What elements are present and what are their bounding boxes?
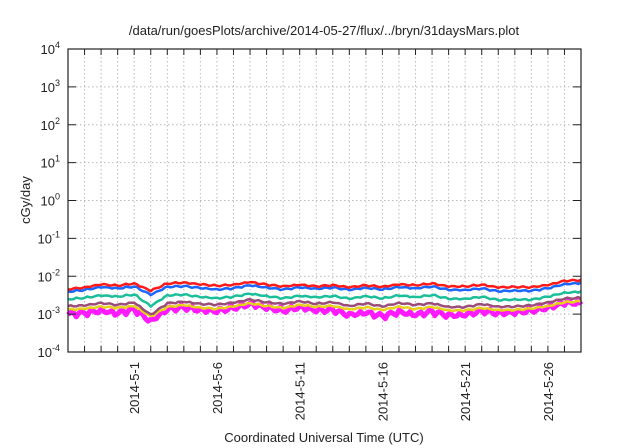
x-tick-label: 2014-5-21 xyxy=(458,362,473,421)
series-line-red xyxy=(67,278,582,293)
y-axis-label: cGy/day xyxy=(18,176,33,224)
y-tick-label: 10-1 xyxy=(38,229,60,246)
y-tick-label: 102 xyxy=(41,116,60,133)
series-line-teal xyxy=(67,290,582,308)
y-tick-label: 10-4 xyxy=(38,343,60,360)
x-tick-label: 2014-5-1 xyxy=(127,362,142,414)
y-tick-label: 10-2 xyxy=(38,267,60,284)
series-line-magenta xyxy=(66,297,584,324)
series-line-blue xyxy=(67,281,582,297)
x-tick-label: 2014-5-16 xyxy=(375,362,390,421)
y-tick-label: 10-3 xyxy=(38,305,60,322)
y-axis-ticks: 10-4 10-3 10-2 10-1 100 101 102 103 104 xyxy=(38,40,581,360)
x-tick-label: 2014-5-26 xyxy=(541,362,556,421)
y-tick-label: 100 xyxy=(41,192,60,209)
y-tick-label: 101 xyxy=(41,154,60,171)
x-tick-label: 2014-5-11 xyxy=(293,362,308,420)
x-axis-label: Coordinated Universal Time (UTC) xyxy=(224,430,423,445)
series-line-yellow xyxy=(67,299,582,318)
series-group xyxy=(66,278,584,324)
series-line-purple xyxy=(67,295,582,316)
x-axis-ticks: 2014-5-1 2014-5-6 2014-5-11 2014-5-16 2014-5… xyxy=(84,49,565,421)
y-tick-label: 103 xyxy=(41,78,60,95)
y-tick-label: 104 xyxy=(41,40,60,57)
chart-title: /data/run/goesPlots/archive/2014-05-27/f… xyxy=(129,23,520,38)
x-tick-label: 2014-5-6 xyxy=(210,362,225,414)
